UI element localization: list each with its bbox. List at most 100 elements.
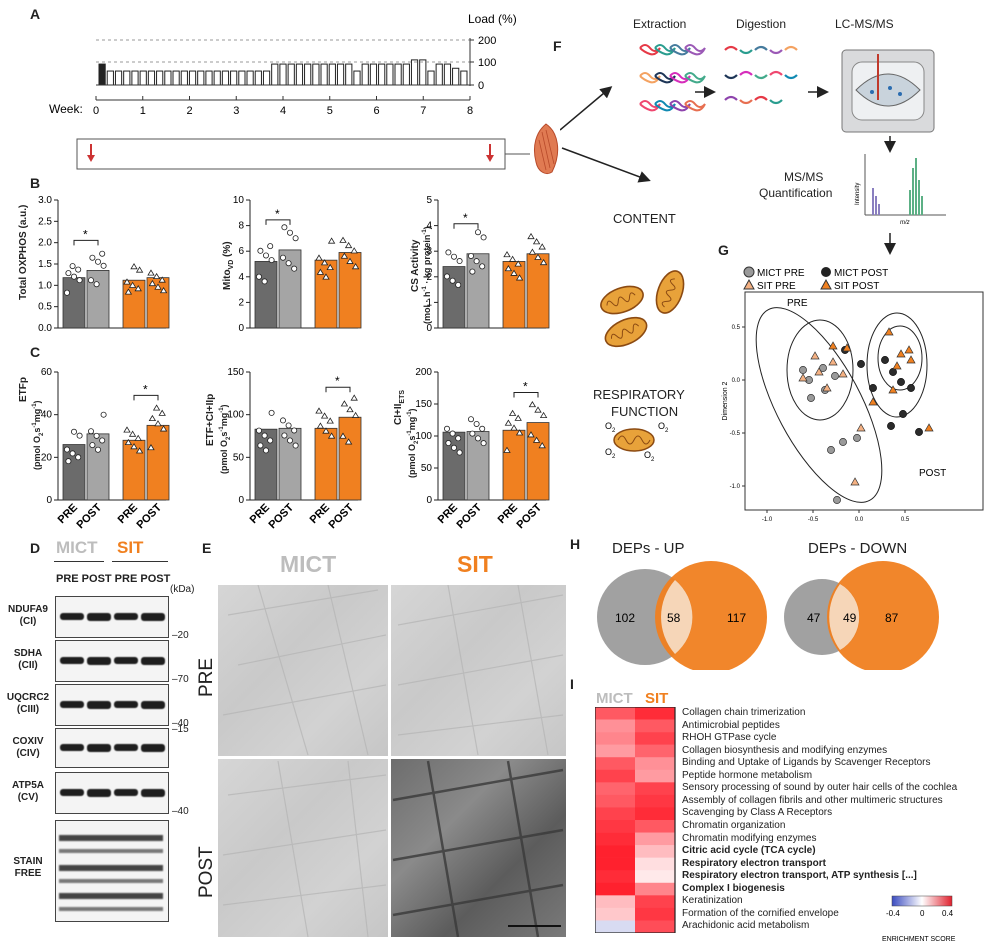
data-point (320, 412, 329, 419)
data-point (467, 252, 474, 259)
blot-protein-sub: (CV) (17, 792, 39, 803)
y-tick-label: 1 (426, 297, 432, 308)
blot-protein-name: ATP5A (11, 780, 45, 791)
data-point (445, 249, 452, 256)
scale-tick-pos: 0.4 (942, 909, 954, 918)
data-point (148, 414, 157, 422)
blot-label: SDHA (CII) (0, 648, 56, 672)
panel-f-workflow-graphic: Intensity m/z O 2 O 2 O 2 O 2 (560, 44, 946, 463)
panel-label-c: C (30, 344, 41, 360)
blot-protein-name: NDUFA9 (7, 604, 48, 615)
mds-point-mict-pre (833, 496, 841, 504)
y-tick-label: 1.5 (38, 259, 52, 270)
training-load-bar (262, 70, 271, 86)
data-point (350, 394, 358, 401)
training-load-bar (328, 63, 336, 86)
blot-stain (55, 820, 169, 922)
heatmap-cell (595, 907, 635, 921)
pathway-label: Peptide hormone metabolism (682, 769, 813, 781)
data-point (508, 255, 517, 262)
scale-tick-neg: -0.4 (886, 909, 900, 918)
data-point (326, 263, 334, 271)
legend-mict-pre: MICT PRE (757, 268, 805, 279)
data-point (158, 409, 166, 416)
blot-band (87, 701, 111, 709)
mds-point-mict-post (897, 378, 905, 386)
training-load-bar (180, 70, 188, 86)
heatmap-cell (635, 920, 675, 933)
stain-free-band (59, 865, 163, 871)
training-load-bar (164, 70, 172, 86)
data-point (135, 266, 144, 273)
blot-band (60, 789, 84, 796)
panel-label-a: A (30, 6, 41, 22)
mds-x-tick: -1.0 (762, 517, 773, 523)
heatmap-cell (595, 707, 635, 720)
training-load-bar (460, 70, 468, 86)
significance-star: * (463, 211, 468, 225)
data-point (515, 429, 524, 436)
o2-sub-2: 2 (665, 428, 669, 434)
y-tick-label: 200 (415, 367, 432, 378)
bar (314, 259, 338, 329)
heatmap-cell (635, 757, 675, 771)
blot-band (141, 613, 165, 621)
heatmap-cell (595, 832, 635, 846)
training-load-bar (427, 70, 435, 86)
workflow-lcms: LC-MS/MS (835, 17, 894, 31)
heatmap-cell (595, 719, 635, 733)
training-load-bar (353, 70, 361, 86)
y-tick-label: 6 (238, 246, 244, 257)
data-point (261, 432, 268, 439)
training-load-bar (336, 63, 345, 86)
mds-point-mict-pre (799, 366, 807, 374)
data-point (351, 411, 360, 418)
mds-y-tick: -1.0 (730, 484, 741, 490)
o2-label-1: O (605, 421, 612, 431)
pathway-label: Citric acid cycle (TCA cycle) (682, 845, 816, 857)
venn-down-title: DEPs - DOWN (808, 540, 908, 557)
training-load-bar (230, 70, 238, 86)
workflow-content: CONTENT (613, 211, 676, 226)
mds-point-mict-post (881, 356, 889, 364)
c1-ylabel-unit: (pmol O2s-1mg-1) (32, 400, 45, 470)
training-load-bar (123, 70, 131, 86)
blot-kda-marker: –40 (172, 806, 189, 817)
panel-label-e: E (202, 540, 212, 556)
data-point (135, 447, 144, 454)
em-image-mict-pre (218, 585, 388, 756)
blot-band (60, 613, 84, 620)
pathway-label: Assembly of collagen fibrils and other m… (682, 794, 943, 806)
heatmap-cell (635, 820, 675, 833)
o2-label-4: O (644, 450, 651, 460)
data-point (76, 432, 83, 439)
y-tick-label: 4 (238, 272, 244, 283)
muscle-icon (533, 123, 559, 175)
bar (146, 424, 170, 501)
mds-point-mict-post (857, 360, 865, 368)
b1-ylabel: Total OXPHOS (a.u.) (18, 204, 29, 300)
data-point (532, 436, 541, 443)
data-point (257, 247, 264, 254)
data-point (286, 437, 293, 444)
spectrum-xlabel: m/z (900, 220, 910, 226)
blot-protein-sub: (CIV) (16, 748, 40, 759)
data-point (292, 235, 299, 242)
data-point (291, 427, 298, 434)
x-tick-label: POST (74, 501, 104, 531)
heatmap-color-scale: -0.4 0 0.4 ENRICHMENT SCORE (882, 895, 956, 943)
panel-label-g: G (718, 242, 729, 258)
blot-band (60, 701, 84, 708)
training-load-bar (402, 63, 410, 86)
c3-ylabel-unit: (pmol O2s-1mg-1) (407, 408, 420, 478)
data-point (344, 241, 353, 249)
legend-sit-pre: SIT PRE (757, 281, 796, 292)
blot-band (87, 744, 111, 752)
data-point (124, 288, 133, 295)
week-tick: 7 (420, 105, 426, 117)
data-point (124, 438, 133, 446)
training-load-bar (106, 70, 114, 86)
y-tick-label: 2 (426, 272, 432, 283)
training-load-bar (246, 70, 254, 86)
data-point (539, 258, 548, 266)
